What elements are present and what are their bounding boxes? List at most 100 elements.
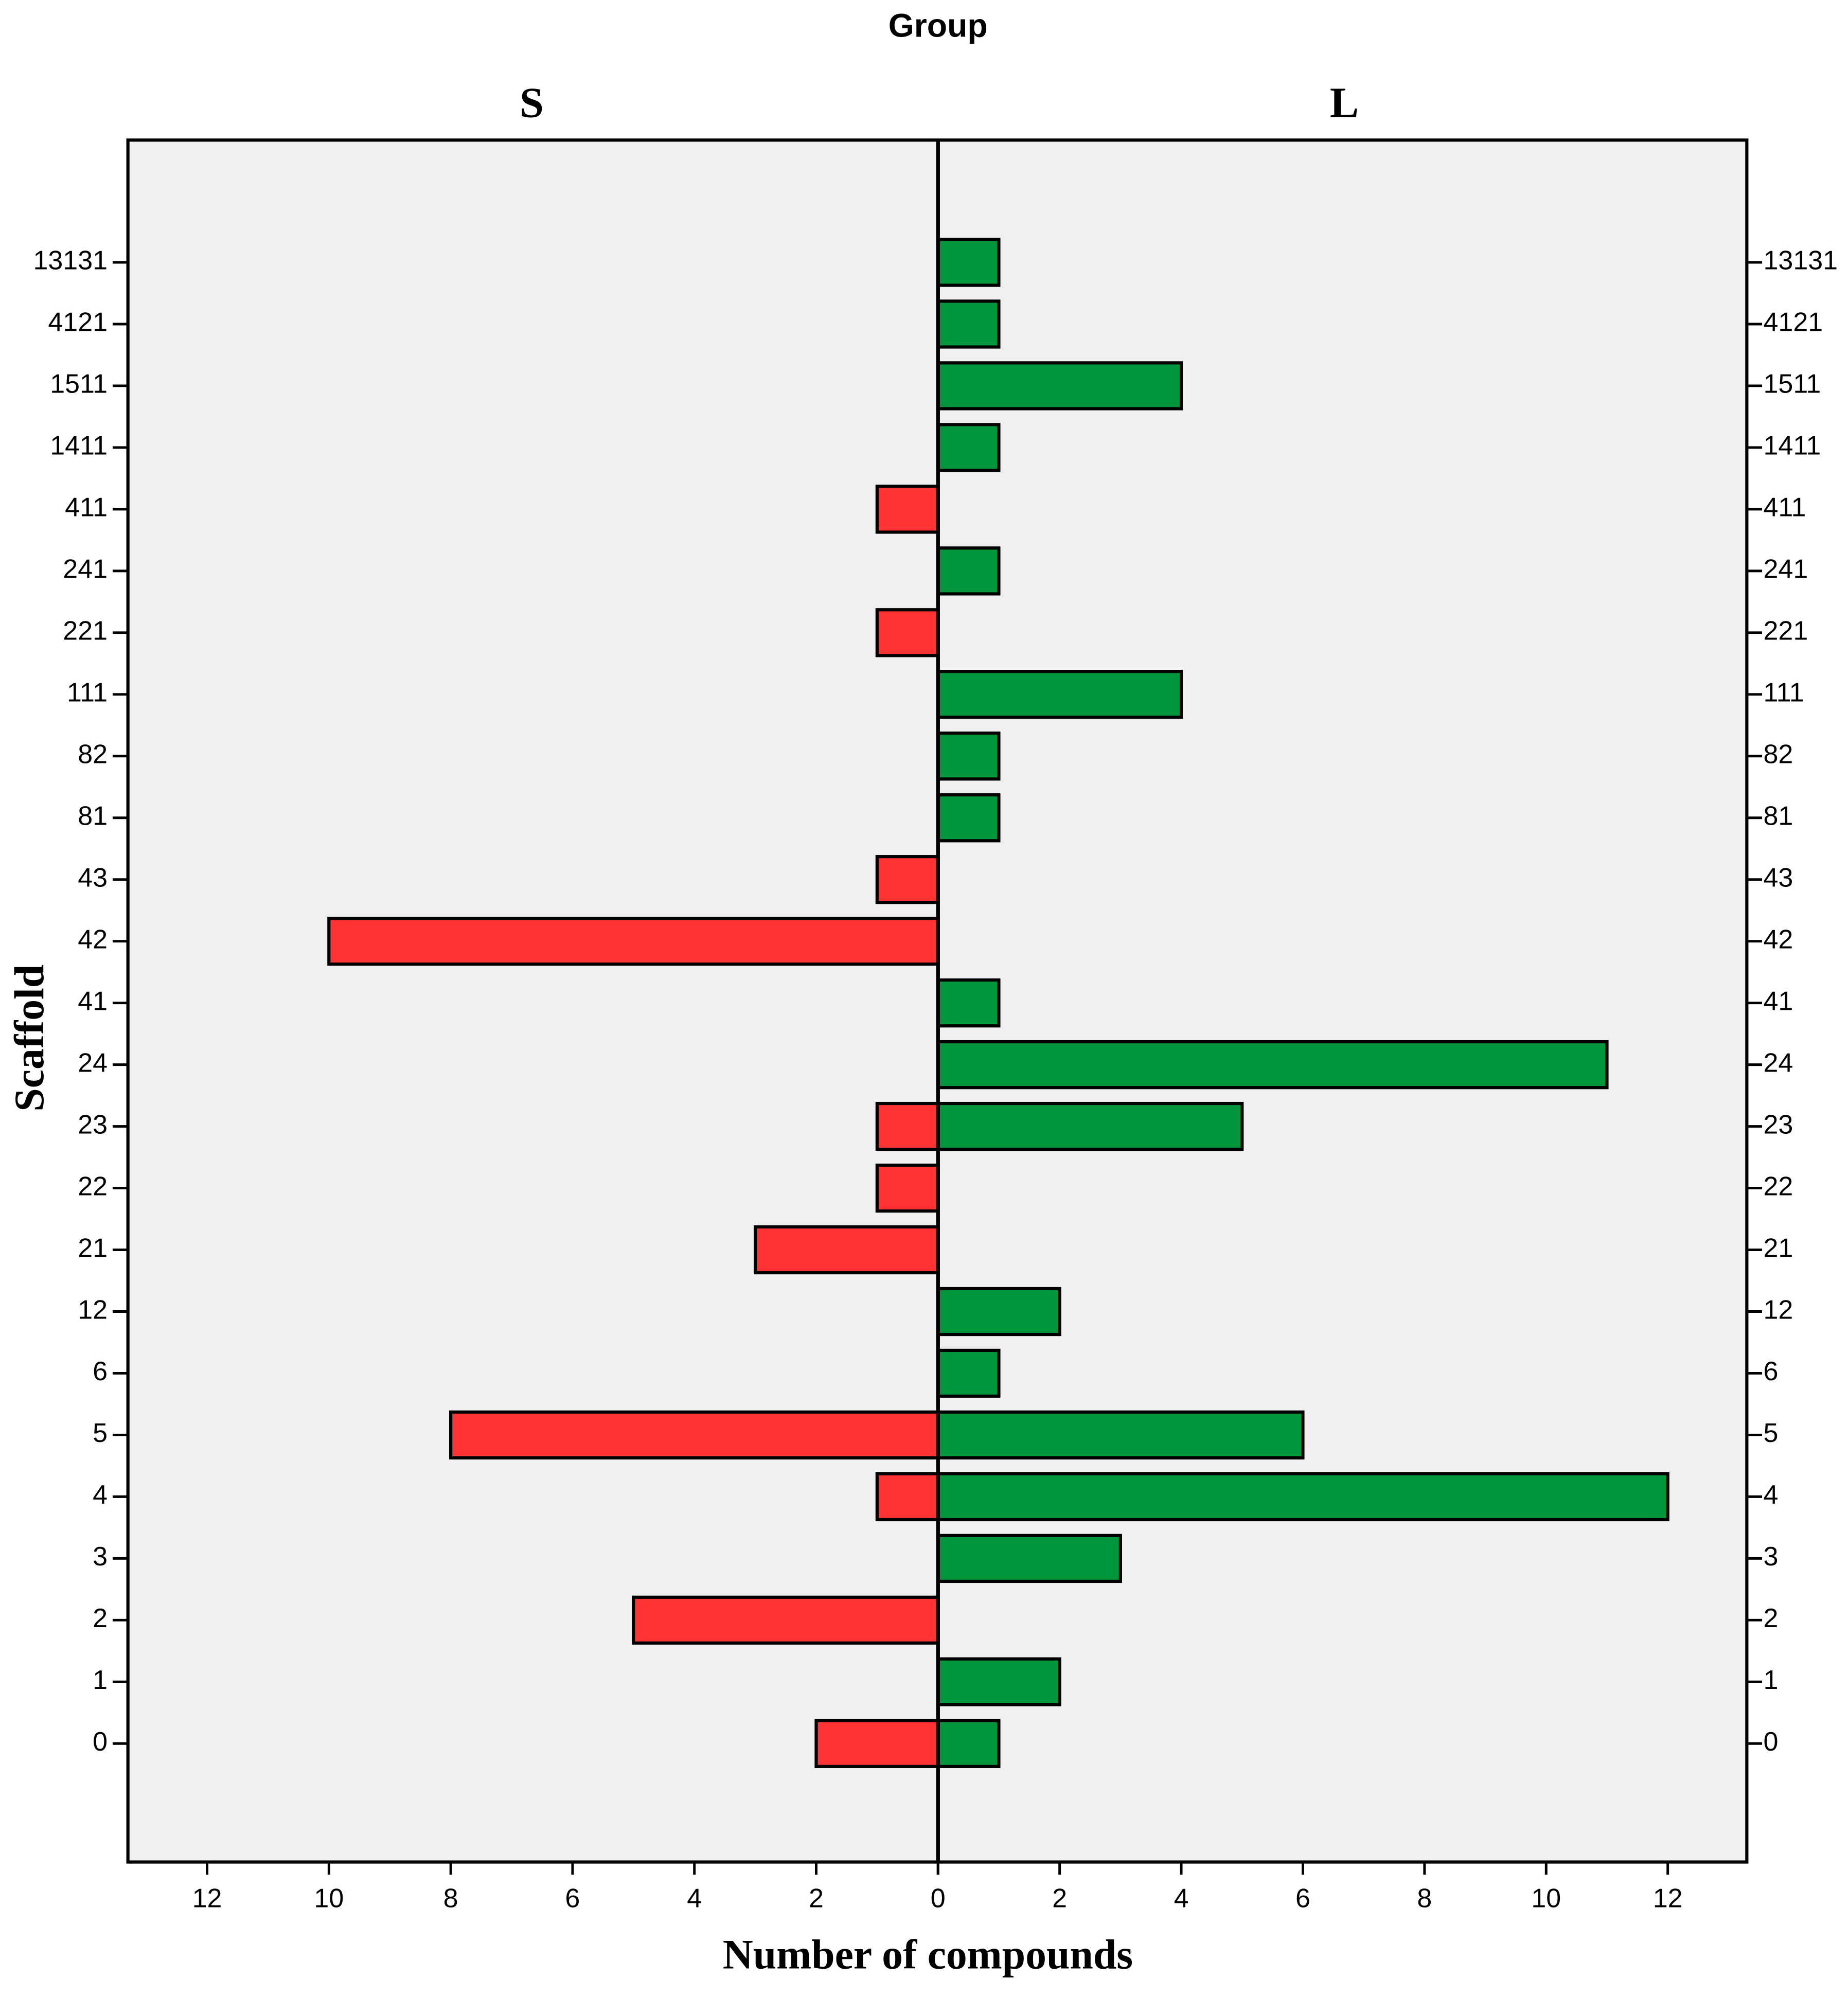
- y-tick-label: 21: [78, 1233, 108, 1263]
- y-tick-label: 411: [65, 493, 108, 523]
- x-tick-label: 10: [1531, 1884, 1561, 1914]
- y-tick-label: 3: [1764, 1542, 1779, 1572]
- bar: [936, 299, 1001, 349]
- bar: [936, 670, 1183, 719]
- x-tick-label: 12: [1653, 1884, 1683, 1914]
- y-tick-label: 411: [1764, 493, 1806, 523]
- bar: [936, 978, 1001, 1028]
- y-tick-label: 0: [93, 1727, 108, 1757]
- bar: [936, 793, 1001, 843]
- y-tick-label: 6: [93, 1357, 108, 1386]
- y-tick-label: 5: [1764, 1418, 1779, 1448]
- y-tick-label: 13131: [33, 246, 108, 276]
- bar: [936, 1719, 1001, 1768]
- y-tick-label: 111: [67, 678, 108, 708]
- bar: [875, 1472, 940, 1522]
- bar: [449, 1410, 940, 1460]
- bar: [814, 1719, 940, 1768]
- y-tick-label: 1511: [50, 369, 108, 399]
- bar: [936, 1287, 1061, 1336]
- y-tick-label: 1411: [50, 431, 108, 461]
- y-tick-label: 41: [78, 986, 108, 1016]
- bar: [936, 1657, 1061, 1707]
- bar: [936, 732, 1001, 781]
- y-tick-label: 82: [1764, 740, 1793, 770]
- bar: [936, 1101, 1244, 1151]
- x-tick-label: 0: [931, 1884, 946, 1914]
- bar: [936, 546, 1001, 596]
- bar: [327, 917, 940, 966]
- y-tick-label: 2: [1764, 1603, 1779, 1633]
- y-tick-label: 1: [93, 1665, 108, 1695]
- y-tick-label: 81: [1764, 801, 1793, 831]
- y-tick-label: 6: [1764, 1357, 1779, 1386]
- bar: [936, 361, 1183, 411]
- y-tick-label: 82: [78, 740, 108, 770]
- bar: [936, 1472, 1669, 1522]
- y-tick-label: 13131: [1764, 246, 1838, 276]
- bar: [875, 1163, 940, 1213]
- y-tick-label: 3: [93, 1542, 108, 1572]
- y-tick-label: 42: [78, 924, 108, 954]
- y-tick-label: 12: [78, 1295, 108, 1325]
- y-tick-label: 241: [63, 555, 108, 584]
- y-tick-label: 22: [78, 1171, 108, 1201]
- y-tick-label: 4121: [1764, 308, 1823, 337]
- y-tick-label: 23: [78, 1110, 108, 1139]
- chart-title: Group: [889, 7, 988, 44]
- bar: [936, 238, 1001, 287]
- y-tick-label: 22: [1764, 1171, 1793, 1201]
- y-tick-label: 43: [78, 863, 108, 893]
- y-tick-label: 0: [1764, 1727, 1779, 1757]
- x-tick-label: 6: [565, 1884, 580, 1914]
- x-tick-label: 0: [931, 1884, 946, 1914]
- x-tick-label: 8: [443, 1884, 458, 1914]
- y-tick-label: 23: [1764, 1110, 1793, 1139]
- y-tick-label: 221: [63, 616, 108, 646]
- y-tick-label: 1: [1764, 1665, 1779, 1695]
- bar: [875, 608, 940, 657]
- bar: [936, 1348, 1001, 1398]
- x-tick-label: 12: [192, 1884, 222, 1914]
- bar: [936, 423, 1001, 472]
- x-tick-label: 2: [809, 1884, 824, 1914]
- y-axis-title: Scaffold: [6, 965, 52, 1112]
- x-tick-label: 10: [314, 1884, 344, 1914]
- y-tick-label: 24: [78, 1048, 108, 1078]
- y-tick-label: 1511: [1764, 369, 1821, 399]
- bar: [936, 1410, 1305, 1460]
- x-tick-label: 6: [1295, 1884, 1310, 1914]
- y-tick-label: 241: [1764, 555, 1808, 584]
- bar: [753, 1225, 940, 1275]
- x-tick-label: 2: [1052, 1884, 1067, 1914]
- y-tick-label: 42: [1764, 924, 1793, 954]
- y-tick-label: 221: [1764, 616, 1808, 646]
- y-tick-label: 5: [93, 1418, 108, 1448]
- y-tick-label: 1411: [1764, 431, 1821, 461]
- x-tick-label: 4: [687, 1884, 702, 1914]
- y-tick-label: 21: [1764, 1233, 1793, 1263]
- y-tick-label: 12: [1764, 1295, 1793, 1325]
- panel-label: L: [1330, 79, 1359, 127]
- bar: [875, 485, 940, 534]
- y-tick-label: 4121: [48, 308, 108, 337]
- y-tick-label: 43: [1764, 863, 1793, 893]
- y-tick-label: 4: [1764, 1480, 1779, 1510]
- bar: [936, 1534, 1122, 1583]
- bar: [875, 855, 940, 904]
- x-tick-label: 8: [1417, 1884, 1432, 1914]
- y-tick-label: 111: [1764, 678, 1804, 708]
- bar: [632, 1595, 940, 1645]
- x-axis-title: Number of compounds: [723, 1931, 1133, 1977]
- bar: [875, 1101, 940, 1151]
- y-tick-label: 4: [93, 1480, 108, 1510]
- panel-label: S: [520, 79, 544, 127]
- y-tick-label: 2: [93, 1603, 108, 1633]
- bar: [936, 1040, 1609, 1090]
- y-tick-label: 41: [1764, 986, 1793, 1016]
- y-tick-label: 24: [1764, 1048, 1793, 1078]
- y-tick-label: 81: [78, 801, 108, 831]
- x-tick-label: 4: [1174, 1884, 1189, 1914]
